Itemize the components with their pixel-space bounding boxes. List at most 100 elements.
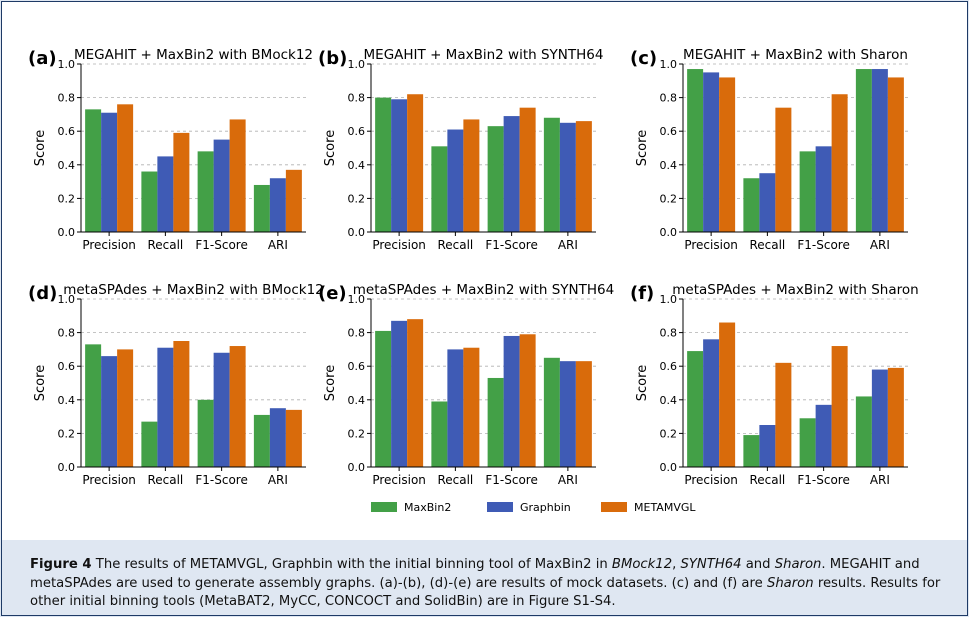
x-tick-label: ARI xyxy=(870,238,890,252)
chart-title: MEGAHIT + MaxBin2 with SYNTH64 xyxy=(364,47,604,63)
y-tick-label: 1.0 xyxy=(660,293,678,306)
bar-maxbin2 xyxy=(687,69,704,232)
chart-title: MEGAHIT + MaxBin2 with BMock12 xyxy=(74,47,313,63)
bar-maxbin2 xyxy=(197,399,214,467)
y-tick-label: 0.2 xyxy=(660,427,678,440)
y-axis-label: Score xyxy=(635,130,650,166)
bar-graphbin xyxy=(213,352,230,467)
bar-maxbin2 xyxy=(487,377,504,467)
panel-label: (f) xyxy=(630,283,654,304)
y-tick-label: 0.8 xyxy=(348,92,366,105)
bar-graphbin xyxy=(269,178,286,232)
bar-maxbin2 xyxy=(253,414,270,467)
chart-title: metaSPAdes + MaxBin2 with BMock12 xyxy=(63,282,324,298)
y-tick-label: 0.6 xyxy=(660,360,678,373)
bar-graphbin xyxy=(447,129,464,232)
x-tick-label: ARI xyxy=(558,238,578,252)
x-tick-label: Precision xyxy=(82,473,136,487)
caption-figure-label: Figure 4 xyxy=(30,557,92,572)
caption-italic-sharon-2: Sharon xyxy=(766,575,814,591)
bar-metamvgl xyxy=(285,409,302,467)
legend-swatch xyxy=(487,502,513,512)
legend-swatch xyxy=(371,502,397,512)
y-tick-label: 1.0 xyxy=(58,58,76,71)
y-tick-label: 0.8 xyxy=(58,327,76,340)
bar-maxbin2 xyxy=(85,344,102,467)
x-tick-label: Precision xyxy=(82,238,136,252)
bar-metamvgl xyxy=(117,349,134,467)
bar-graphbin xyxy=(391,320,408,467)
caption-text-c: results. Results for other initial binni… xyxy=(30,575,941,610)
chart-panel: 0.0 0.2 0.4 0.6 0.8 1.0 Precision Recall F1-Scor… xyxy=(630,47,908,252)
y-tick-label: 1.0 xyxy=(348,58,366,71)
y-tick-label: 0.0 xyxy=(58,226,76,239)
bar-maxbin2 xyxy=(487,126,504,232)
bar-metamvgl xyxy=(719,322,736,467)
bar-maxbin2 xyxy=(85,109,102,232)
bar-metamvgl xyxy=(887,77,904,232)
x-tick-label: Recall xyxy=(749,473,785,487)
bar-graphbin xyxy=(101,356,118,467)
chart-panel: 0.0 0.2 0.4 0.6 0.8 1.0 Precision Recall F1-Scor… xyxy=(28,282,324,487)
bar-graphbin xyxy=(391,99,408,232)
bar-maxbin2 xyxy=(141,421,158,467)
bar-metamvgl xyxy=(463,119,480,232)
x-tick-label: F1-Score xyxy=(195,473,247,487)
bar-maxbin2 xyxy=(543,357,560,467)
y-tick-label: 0.4 xyxy=(58,394,76,407)
y-tick-label: 1.0 xyxy=(348,293,366,306)
y-axis-label: Score xyxy=(33,365,48,401)
bar-maxbin2 xyxy=(375,330,392,467)
bar-maxbin2 xyxy=(141,171,158,232)
y-axis-label: Score xyxy=(323,365,338,401)
y-axis-label: Score xyxy=(33,130,48,166)
bar-metamvgl xyxy=(519,334,536,467)
bar-graphbin xyxy=(703,72,720,233)
bar-metamvgl xyxy=(407,319,424,467)
legend-label: METAMVGL xyxy=(634,501,696,514)
bar-graphbin xyxy=(871,369,888,467)
bar-metamvgl xyxy=(831,346,848,467)
caption-italic-synth64: SYNTH64 xyxy=(680,557,742,572)
x-tick-label: Recall xyxy=(749,238,785,252)
bar-graphbin xyxy=(157,347,174,467)
legend-label: MaxBin2 xyxy=(404,501,451,514)
panel-label: (d) xyxy=(28,283,57,304)
y-tick-label: 0.2 xyxy=(348,427,366,440)
y-tick-label: 1.0 xyxy=(58,293,76,306)
bar-metamvgl xyxy=(575,121,592,232)
panel-label: (b) xyxy=(318,48,347,69)
bar-maxbin2 xyxy=(743,435,760,467)
caption-italic-sharon: Sharon xyxy=(774,557,822,572)
bar-graphbin xyxy=(503,335,520,467)
y-tick-label: 0.6 xyxy=(58,125,76,138)
bar-graphbin xyxy=(871,69,888,232)
chart-panel: 0.0 0.2 0.4 0.6 0.8 1.0 Precision Recall F1-Scor… xyxy=(318,282,614,487)
bar-graphbin xyxy=(101,112,118,232)
bar-maxbin2 xyxy=(855,396,872,467)
bar-metamvgl xyxy=(117,104,134,232)
bar-maxbin2 xyxy=(197,151,214,232)
bar-graphbin xyxy=(759,425,776,467)
bar-metamvgl xyxy=(173,341,190,467)
chart-legend: MaxBin2 Graphbin METAMVGL xyxy=(371,501,696,514)
bar-maxbin2 xyxy=(687,351,704,467)
x-tick-label: ARI xyxy=(558,473,578,487)
bar-maxbin2 xyxy=(431,146,448,232)
y-tick-label: 0.6 xyxy=(660,125,678,138)
y-tick-label: 0.8 xyxy=(58,92,76,105)
y-tick-label: 0.0 xyxy=(348,461,366,474)
bar-graphbin xyxy=(815,404,832,467)
y-tick-label: 0.2 xyxy=(348,192,366,205)
bar-metamvgl xyxy=(775,107,792,232)
x-tick-label: Precision xyxy=(684,473,738,487)
chart-panel: 0.0 0.2 0.4 0.6 0.8 1.0 Precision Recall F1-Scor… xyxy=(318,47,603,252)
y-tick-label: 1.0 xyxy=(660,58,678,71)
bar-graphbin xyxy=(759,173,776,232)
bar-metamvgl xyxy=(229,119,246,232)
bar-metamvgl xyxy=(775,362,792,467)
x-tick-label: F1-Score xyxy=(195,238,247,252)
x-tick-label: ARI xyxy=(268,473,288,487)
bar-metamvgl xyxy=(887,367,904,467)
bar-graphbin xyxy=(703,339,720,467)
